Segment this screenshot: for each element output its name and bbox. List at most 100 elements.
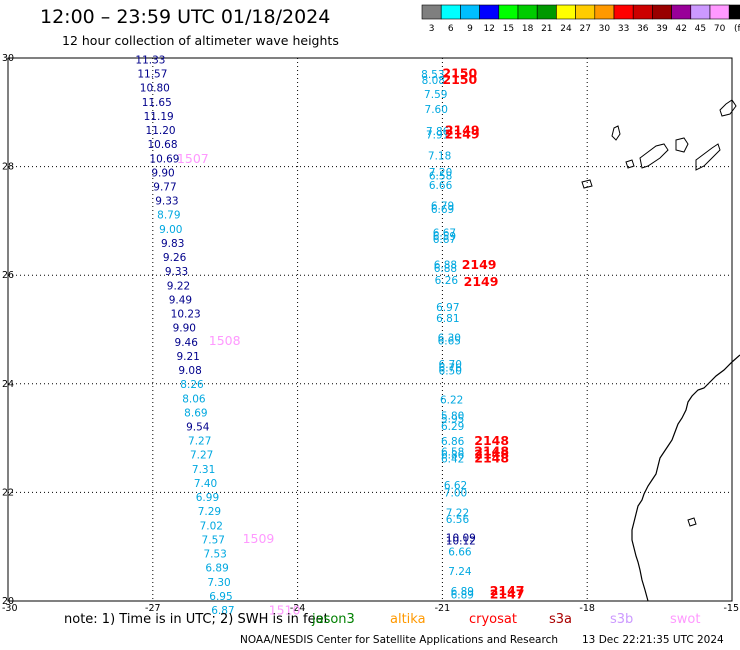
wave-height-value: 7.27 — [188, 436, 211, 448]
scale-swatch — [498, 4, 519, 20]
wave-height-value: 6.22 — [440, 394, 463, 406]
track-west-values: 11.33 11.57 10.80 11.65 11.19 11.20 10.68 10.69… — [135, 54, 234, 617]
wave-height-value: 7.20 — [429, 167, 452, 179]
sat-legend-cryosat: cryosat — [469, 612, 517, 627]
pass-number-label: 1510 — [269, 603, 301, 618]
wave-height-value: 10.09 — [446, 532, 476, 544]
wave-height-value: 7.24 — [448, 566, 472, 578]
wave-height-value: 6.59 — [433, 231, 456, 243]
pass-number-label: 2149 — [445, 126, 480, 141]
scale-label: 70 — [714, 24, 726, 34]
wave-height-value: 9.49 — [169, 294, 192, 306]
wave-height-value: 6.88 — [434, 263, 457, 275]
y-tick-label: 24 — [2, 379, 14, 390]
scale-swatch — [421, 4, 442, 20]
wave-height-value: 6.97 — [436, 302, 459, 314]
pass-number-label: 1509 — [243, 531, 275, 546]
y-tick-label: 22 — [2, 487, 14, 498]
wave-height-value: 8.69 — [184, 407, 207, 419]
wave-height-value: 7.30 — [207, 577, 230, 589]
scale-swatch — [575, 4, 596, 20]
wave-height-value: 7.31 — [192, 464, 215, 476]
wave-height-value: 7.91 — [426, 129, 449, 141]
scale-swatch — [460, 4, 480, 20]
wave-height-value: 10.69 — [149, 153, 179, 165]
timestamp: 13 Dec 22:21:35 UTC 2024 — [582, 634, 724, 646]
wave-height-value: 10.23 — [171, 309, 201, 321]
pass-number-label: 2147 — [490, 583, 525, 598]
y-tick-label: 20 — [2, 596, 14, 607]
wave-height-value: 6.76 — [439, 362, 463, 374]
wave-height-value: 5.95 — [441, 413, 464, 425]
wave-height-value: 6.81 — [436, 313, 459, 325]
wave-height-value: 7.02 — [200, 520, 223, 532]
scale-label: 18 — [522, 24, 534, 34]
scale-label: 30 — [599, 24, 611, 34]
wave-height-value: 9.00 — [159, 224, 182, 236]
y-tick-label: 26 — [2, 270, 14, 281]
wave-height-value: 7.57 — [202, 534, 225, 546]
chart-subtitle: 12 hour collection of altimeter wave hei… — [62, 33, 339, 48]
africa-coastline — [631, 354, 740, 602]
wave-height-value: 8.08 — [422, 75, 445, 87]
scale-swatch — [594, 4, 615, 20]
scale-label: 6 — [448, 24, 454, 34]
scale-label: 42 — [675, 24, 686, 34]
pass-number-label: 1507 — [177, 151, 209, 166]
wave-height-value: 9.21 — [176, 351, 199, 363]
wave-height-value: 8.79 — [157, 210, 180, 222]
scale-swatch — [517, 4, 538, 20]
scale-swatch — [479, 4, 500, 20]
axis-tick-labels: -30 -27 -24 -21 -18 -15 30 28 26 24 22 20 — [2, 53, 739, 614]
y-tick-label: 30 — [2, 53, 14, 64]
wave-height-value: 11.19 — [144, 111, 174, 123]
x-tick-label: -18 — [579, 603, 595, 614]
sat-legend-swot: swot — [670, 612, 701, 627]
pass-number-label: 2147 — [490, 586, 525, 601]
scale-swatch — [440, 4, 461, 20]
wave-height-value: 7.22 — [446, 507, 469, 519]
wave-height-value: 7.86 — [426, 126, 450, 138]
wave-height-value: 6.86 — [441, 450, 465, 462]
scale-label: 33 — [618, 24, 629, 34]
wave-height-value: 7.18 — [428, 151, 451, 163]
pass-number-label: 2150 — [442, 66, 477, 81]
wave-height-value: 9.90 — [173, 323, 196, 335]
scale-label: 3 — [429, 24, 435, 34]
island-fuerteventura — [695, 143, 721, 171]
pass-number-label: 2149 — [464, 274, 499, 289]
scale-swatch — [536, 4, 557, 20]
wave-height-value: 6.86 — [441, 436, 465, 448]
wave-height-value: 9.08 — [178, 365, 201, 377]
x-tick-label: -15 — [723, 603, 739, 614]
wave-height-value: 9.77 — [153, 181, 176, 193]
footer-overlay-jason3: jason3 — [312, 612, 355, 627]
wave-height-value: 10.12 — [446, 536, 476, 548]
sat-legend-s3a: s3a — [549, 612, 573, 627]
scale-swatch — [709, 4, 730, 20]
wave-height-value: 6.66 — [429, 180, 453, 192]
wave-height-value: 7.40 — [194, 478, 217, 490]
footer-note: note: 1) Time is in UTC; 2) SWH is in fe… — [64, 612, 329, 627]
scale-swatch — [556, 4, 576, 20]
sat-legend-altika: altika — [390, 612, 426, 627]
wave-height-value: 9.83 — [161, 238, 184, 250]
wave-height-value: 6.67 — [433, 234, 456, 246]
sat-legend-s3b: s3b — [610, 612, 634, 627]
chart-title: 12:00 – 23:59 UTC 01/18/2024 — [40, 6, 331, 28]
wave-height-value: 9.54 — [186, 421, 210, 433]
wave-height-value: 9.90 — [151, 167, 174, 179]
island-tenerife — [639, 143, 669, 169]
scale-label: 24 — [560, 24, 572, 34]
scale-swatch — [632, 4, 653, 20]
pass-number-label: 2148 — [474, 443, 509, 458]
wave-height-value: 6.88 — [434, 260, 457, 272]
scale-label: 9 — [467, 24, 473, 34]
pass-number-labels: 1507150815091510215021502149214921492149… — [177, 66, 525, 618]
wave-height-value: 11.57 — [137, 69, 167, 81]
pass-number-label: 2148 — [474, 451, 509, 466]
island-lanzarote — [719, 99, 737, 117]
wave-height-value: 9.33 — [155, 196, 178, 208]
